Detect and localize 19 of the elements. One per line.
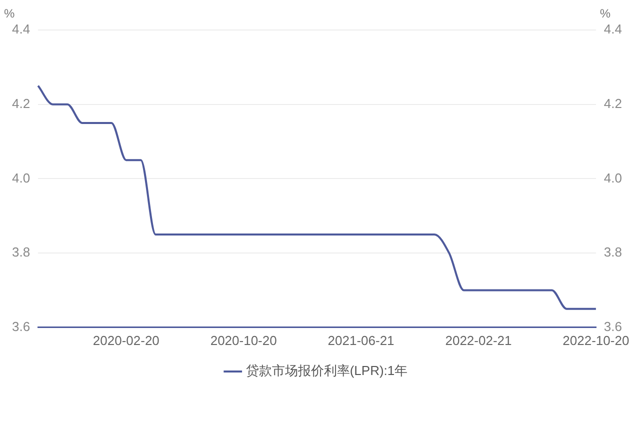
y-tick-label: 3.6: [12, 318, 30, 334]
x-tick-label: 2021-06-21: [328, 332, 394, 348]
x-tick-label: 2022-02-21: [445, 332, 512, 348]
y2-tick-label: 4.0: [604, 170, 622, 186]
y-tick-label: 3.8: [12, 244, 30, 260]
x-tick-label: 2022-10-20: [562, 332, 630, 348]
y2-tick-label: 3.6: [604, 318, 622, 334]
y2-axis-title: %: [600, 6, 611, 20]
y2-tick-label: 4.2: [604, 96, 622, 111]
y2-tick-label: 4.4: [604, 22, 622, 37]
y-tick-label: 4.4: [12, 22, 30, 37]
line-series: [37, 84, 597, 310]
y-tick-label: 4.0: [12, 170, 30, 186]
x-tick-label: 2020-02-20: [92, 332, 160, 348]
x-tick-label: 2020-10-20: [210, 332, 277, 348]
y2-tick-label: 3.8: [604, 244, 622, 260]
y-tick-label: 4.2: [12, 96, 30, 111]
legend-label: 贷款市场报价利率(LPR):1年: [246, 363, 408, 378]
y-axis-title: %: [4, 6, 15, 20]
